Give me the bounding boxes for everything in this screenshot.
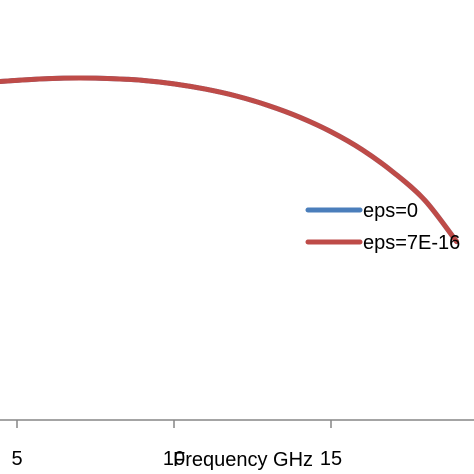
x-tick-label: 10 <box>163 448 185 470</box>
x-tick-label: 15 <box>320 448 342 470</box>
x-axis-title: Frequency GHz <box>173 449 313 471</box>
x-axis-ticks: 5 10 15 <box>11 420 342 470</box>
series-lines <box>0 75 460 245</box>
legend: eps=0 eps=7E-16 <box>305 200 460 254</box>
series-line-eps-7e-16 <box>0 75 460 245</box>
legend-label-eps-0: eps=0 <box>363 200 418 222</box>
legend-label-eps-7e-16: eps=7E-16 <box>363 232 460 254</box>
x-tick-label: 5 <box>11 448 22 470</box>
